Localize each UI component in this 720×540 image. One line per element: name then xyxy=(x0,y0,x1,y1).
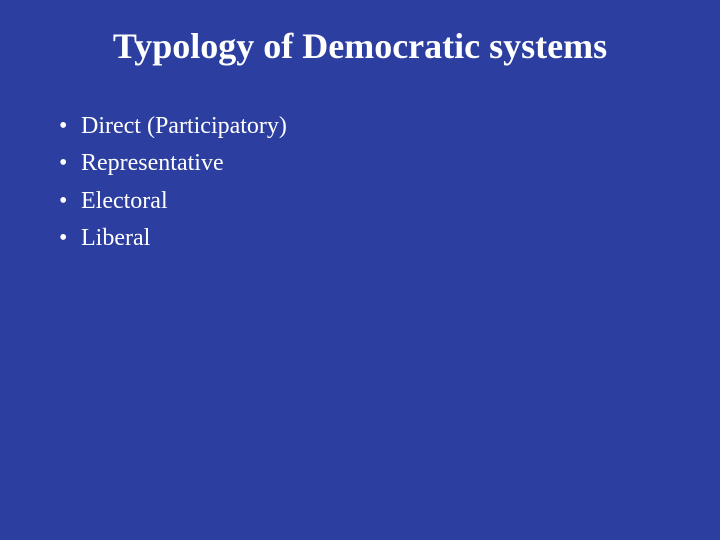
slide-title: Typology of Democratic systems xyxy=(45,25,675,68)
list-item: Electoral xyxy=(55,183,675,220)
slide-container: Typology of Democratic systems Direct (P… xyxy=(0,0,720,540)
list-item: Direct (Participatory) xyxy=(55,108,675,145)
bullet-list: Direct (Participatory) Representative El… xyxy=(45,108,675,257)
list-item: Representative xyxy=(55,145,675,182)
list-item: Liberal xyxy=(55,220,675,257)
